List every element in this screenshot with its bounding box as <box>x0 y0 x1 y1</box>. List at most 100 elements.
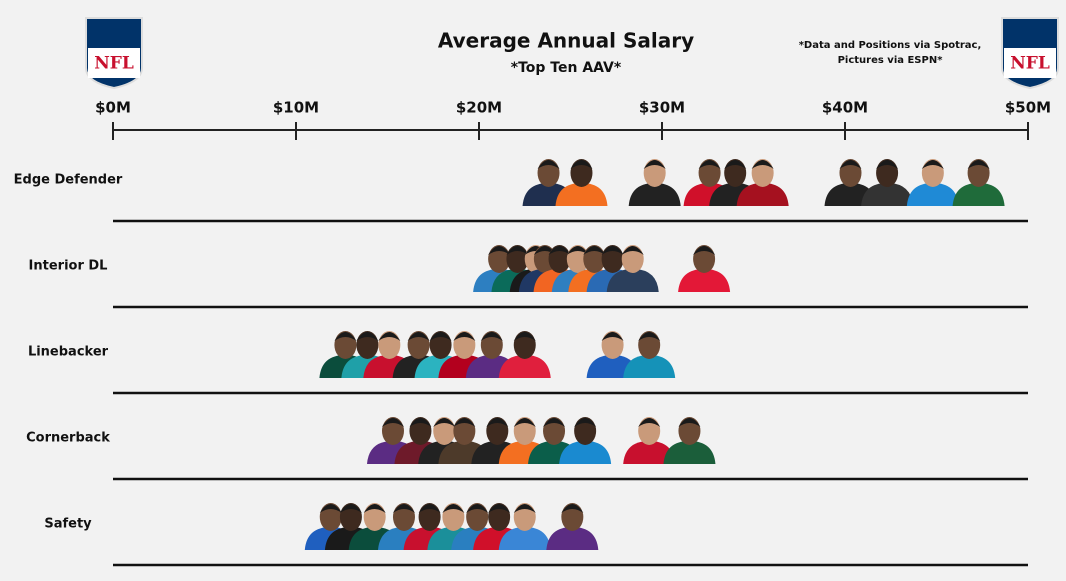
jersey <box>736 183 789 206</box>
chart-subtitle: *Top Ten AAV* <box>511 60 622 76</box>
source-note: *Data and Positions via Spotrac, <box>799 40 982 51</box>
logo-left: NFL <box>85 17 143 90</box>
hair <box>601 246 624 255</box>
hair <box>339 504 362 513</box>
jersey <box>678 269 731 292</box>
hair <box>356 332 379 341</box>
x-tick-label: $30M <box>639 99 685 117</box>
player-photo <box>736 159 789 206</box>
hair <box>319 504 342 513</box>
player-photo <box>678 245 731 292</box>
hair <box>876 160 899 169</box>
hair <box>480 332 503 341</box>
hair <box>429 332 452 341</box>
hair <box>601 332 624 341</box>
hair <box>363 504 386 513</box>
hair <box>407 332 430 341</box>
row-label: Safety <box>44 517 92 532</box>
jersey <box>952 183 1005 206</box>
hair <box>583 246 606 255</box>
hair <box>543 418 566 427</box>
logo-text: NFL <box>1010 54 1050 74</box>
hair <box>378 332 401 341</box>
jersey <box>559 441 612 464</box>
x-tick-label: $40M <box>822 99 868 117</box>
hair <box>638 332 661 341</box>
hair <box>570 160 593 169</box>
jersey <box>498 355 551 378</box>
hair <box>638 418 661 427</box>
source-note: Pictures via ESPN* <box>838 55 944 66</box>
player-photo <box>824 159 877 206</box>
player-photo <box>498 331 551 378</box>
x-tick-label: $20M <box>456 99 502 117</box>
chart-title: Average Annual Salary <box>438 29 694 53</box>
hair <box>548 246 571 255</box>
hair <box>537 160 560 169</box>
jersey <box>498 527 551 550</box>
hair <box>621 246 644 255</box>
player-photo <box>952 159 1005 206</box>
hair <box>506 246 529 255</box>
player-photo <box>861 159 914 206</box>
player-photo <box>555 159 608 206</box>
hair <box>967 160 990 169</box>
player-photo <box>623 417 676 464</box>
jersey <box>861 183 914 206</box>
hair <box>418 504 441 513</box>
row-label: Linebacker <box>28 345 109 360</box>
player-photo <box>606 245 659 292</box>
shield-band <box>88 48 140 78</box>
hair <box>392 504 415 513</box>
hair <box>488 504 511 513</box>
hair <box>334 332 357 341</box>
hair <box>513 504 536 513</box>
hair <box>566 246 589 255</box>
hair <box>513 332 536 341</box>
hair <box>442 504 465 513</box>
hair <box>724 160 747 169</box>
player-photo <box>559 417 612 464</box>
hair <box>574 418 597 427</box>
hair <box>453 332 476 341</box>
jersey <box>623 355 676 378</box>
jersey <box>663 441 716 464</box>
hair <box>466 504 489 513</box>
jersey <box>546 527 599 550</box>
hair <box>693 246 716 255</box>
shield-band <box>1004 48 1056 78</box>
jersey <box>606 269 659 292</box>
hair <box>381 418 404 427</box>
player-photo <box>663 417 716 464</box>
hair <box>433 418 456 427</box>
player-photo <box>906 159 959 206</box>
hair <box>488 246 511 255</box>
hair <box>561 504 584 513</box>
hair <box>698 160 721 169</box>
player-photo <box>628 159 681 206</box>
jersey <box>906 183 959 206</box>
hair <box>453 418 476 427</box>
row-label: Edge Defender <box>14 173 123 188</box>
hair <box>921 160 944 169</box>
x-tick-label: $10M <box>273 99 319 117</box>
hair <box>513 418 536 427</box>
hair <box>533 246 556 255</box>
hair <box>643 160 666 169</box>
row-label: Cornerback <box>26 431 110 446</box>
row-label: Interior DL <box>29 259 108 274</box>
hair <box>409 418 432 427</box>
player-photo <box>438 417 491 464</box>
jersey <box>555 183 608 206</box>
hair <box>678 418 701 427</box>
player-photo <box>546 503 599 550</box>
jersey <box>628 183 681 206</box>
hair <box>839 160 862 169</box>
logo-right: NFL <box>1001 17 1059 90</box>
x-tick-label: $0M <box>95 99 131 117</box>
hair <box>486 418 509 427</box>
player-photo <box>498 503 551 550</box>
x-tick-label: $50M <box>1005 99 1051 117</box>
logo-text: NFL <box>94 54 134 74</box>
